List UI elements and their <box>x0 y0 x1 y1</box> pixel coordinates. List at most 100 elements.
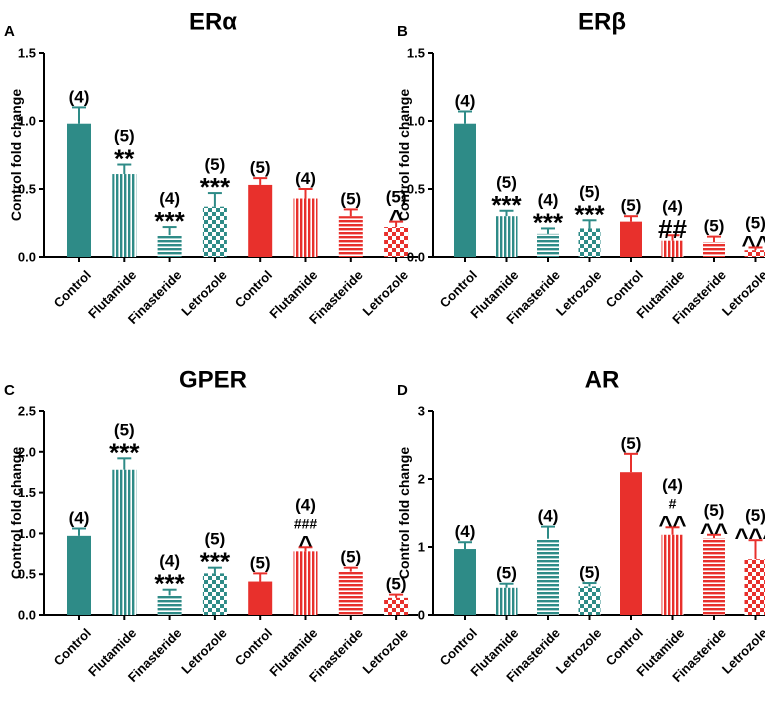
bar-flutamide <box>112 469 137 615</box>
n-label: (4) <box>538 190 559 209</box>
y-tick-label: 1.5 <box>18 485 36 500</box>
bar-control <box>67 535 91 615</box>
bar-letrozole <box>744 250 765 257</box>
n-label: (4) <box>295 169 316 188</box>
y-tick-label: 0 <box>418 608 425 623</box>
significance-label: *** <box>109 437 140 467</box>
bar-control <box>67 123 91 257</box>
bar-letrozole <box>202 206 227 257</box>
x-tick-label: Letrozole <box>360 625 411 676</box>
n-label: (4) <box>662 475 683 494</box>
n-label: (5) <box>205 530 226 549</box>
bar-finasteride <box>703 538 725 615</box>
bar-control <box>454 123 476 257</box>
bar-finasteride <box>338 216 363 257</box>
y-tick-label: 0.0 <box>18 250 36 265</box>
bar-control <box>248 581 273 615</box>
y-tick-label: 1 <box>418 540 425 555</box>
bar-finasteride <box>537 538 559 615</box>
y-tick-label: 0.5 <box>18 182 36 197</box>
bar-flutamide <box>293 198 318 257</box>
n-label: (5) <box>205 155 226 174</box>
chart-title: ERα <box>189 9 237 36</box>
y-tick-label: 1.5 <box>407 46 425 61</box>
n-label: (4) <box>662 197 683 216</box>
y-axis-label: Control fold change <box>8 89 24 221</box>
significance-label: *** <box>200 547 231 577</box>
n-label: (5) <box>340 189 361 208</box>
y-tick-label: 0.5 <box>407 182 425 197</box>
n-label: (5) <box>621 434 642 453</box>
significance-label-secondary: # <box>669 495 677 511</box>
significance-label: ^^^ <box>734 524 765 551</box>
n-label: (4) <box>159 552 180 571</box>
panel-letter: B <box>397 23 408 40</box>
significance-label: ^^ <box>741 231 765 258</box>
x-tick-label: Letrozole <box>553 625 604 676</box>
x-tick-label: Control <box>232 625 275 668</box>
n-label: (4) <box>455 522 476 541</box>
x-tick-label: Control <box>51 267 94 310</box>
bar-control <box>454 549 476 615</box>
significance-label: ^ <box>389 206 403 233</box>
y-tick-label: 1.5 <box>18 46 36 61</box>
panel-letter: A <box>4 23 15 40</box>
n-label: (4) <box>295 495 316 514</box>
n-label: (5) <box>579 563 600 582</box>
n-label: (5) <box>496 173 517 192</box>
significance-label: ^^ <box>658 511 686 538</box>
y-tick-label: 2.5 <box>18 404 36 419</box>
x-tick-label: Letrozole <box>553 267 604 318</box>
bar-finasteride <box>338 571 363 615</box>
chart-title: AR <box>585 367 620 394</box>
n-label: (4) <box>159 189 180 208</box>
significance-label: *** <box>574 199 605 229</box>
bar-flutamide <box>293 551 318 615</box>
significance-label: *** <box>154 206 185 236</box>
n-label: (5) <box>114 127 135 146</box>
bar-flutamide <box>661 534 684 615</box>
significance-label: ^ <box>298 531 312 558</box>
chart-title: ERβ <box>578 9 626 36</box>
y-tick-label: 0.0 <box>407 250 425 265</box>
n-label: (5) <box>704 217 725 236</box>
n-label: (5) <box>250 158 271 177</box>
y-tick-label: 1.0 <box>18 526 36 541</box>
n-label: (5) <box>704 501 725 520</box>
n-label: (4) <box>538 507 559 526</box>
bar-flutamide <box>495 216 518 257</box>
n-label: (4) <box>69 509 90 528</box>
n-label: (5) <box>250 553 271 572</box>
bar-finasteride <box>157 235 182 257</box>
y-tick-label: 2 <box>418 472 425 487</box>
panel-letter: D <box>397 382 408 399</box>
n-label: (5) <box>579 182 600 201</box>
n-label: (5) <box>621 196 642 215</box>
y-tick-label: 0.5 <box>18 567 36 582</box>
bar-finasteride <box>537 233 559 257</box>
x-tick-label: Letrozole <box>178 267 229 318</box>
n-label: (5) <box>340 548 361 567</box>
n-label: (5) <box>745 506 765 525</box>
significance-label: ** <box>114 144 135 174</box>
bar-letrozole <box>384 227 409 257</box>
significance-label: ## <box>658 214 687 244</box>
x-tick-label: Letrozole <box>360 267 411 318</box>
bar-flutamide <box>495 587 518 615</box>
x-tick-label: Control <box>51 625 94 668</box>
significance-label: *** <box>154 569 185 599</box>
y-tick-label: 3 <box>418 404 425 419</box>
y-tick-label: 2.0 <box>18 444 36 459</box>
n-label: (5) <box>114 420 135 439</box>
y-tick-label: 0.0 <box>18 608 36 623</box>
panel-C: C GPER Control fold change 0.0 0.5 1.0 1.5 2.0 2… <box>4 367 419 685</box>
x-tick-label: Control <box>232 267 275 310</box>
bar-letrozole <box>578 228 601 257</box>
bar-control <box>620 472 642 615</box>
bar-letrozole <box>744 559 765 615</box>
x-tick-label: Letrozole <box>178 625 229 676</box>
significance-label: *** <box>200 172 231 202</box>
